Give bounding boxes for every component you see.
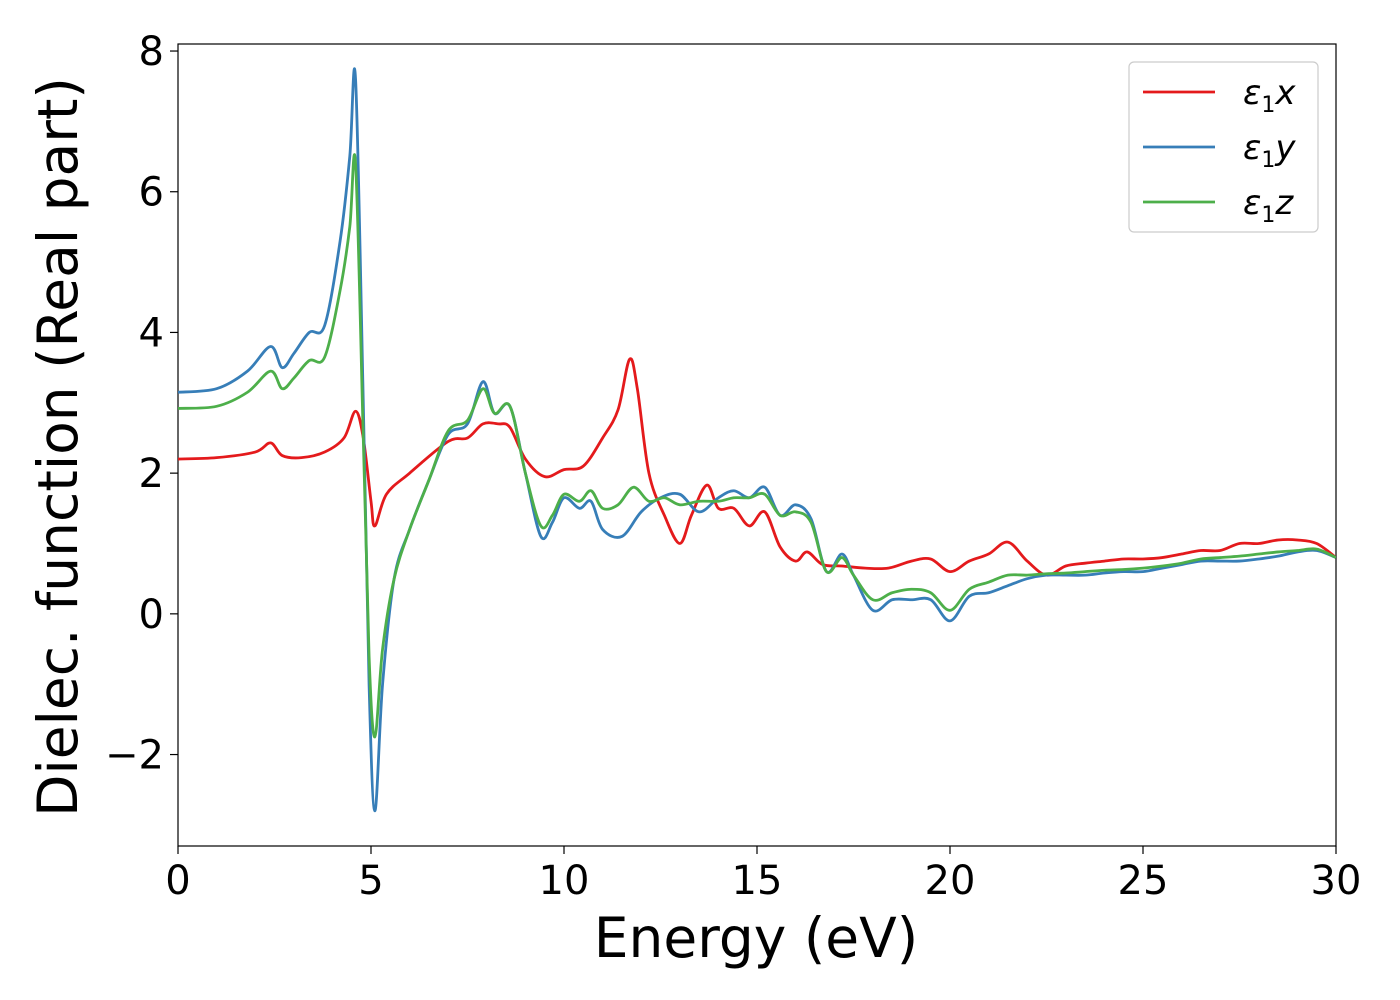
legend-label-y: ε1y — [1243, 128, 1296, 173]
y-tick-label: 0 — [139, 592, 164, 638]
series-layer — [178, 67, 1336, 813]
x-tick-label: 25 — [1118, 858, 1169, 904]
series-line-y — [178, 67, 1336, 813]
x-tick-label: 20 — [925, 858, 976, 904]
y-tick-label: 2 — [139, 451, 164, 497]
series-line-x — [178, 357, 1336, 577]
y-tick-label: 6 — [139, 170, 164, 216]
y-tick-label: −2 — [105, 733, 164, 779]
x-tick-label: 10 — [539, 858, 590, 904]
legend-label-z: ε1z — [1243, 183, 1294, 228]
x-tick-label: 15 — [732, 858, 783, 904]
legend-label-x: ε1x — [1243, 73, 1296, 118]
x-tick-label: 0 — [165, 858, 190, 904]
x-tick-label: 5 — [358, 858, 383, 904]
x-tick-label: 30 — [1311, 858, 1362, 904]
x-axis-title: Energy (eV) — [594, 906, 918, 970]
y-axis-title: Dielec. function (Real part) — [26, 77, 90, 817]
y-axis-ticks: −2 0 2 4 6 8 — [105, 29, 178, 779]
y-tick-label: 8 — [139, 29, 164, 75]
x-axis-ticks: 0 5 10 15 20 25 30 — [165, 846, 1361, 904]
legend-box — [1128, 61, 1319, 233]
legend: ε1x ε1y ε1z — [1128, 61, 1319, 233]
y-tick-label: 4 — [139, 310, 164, 356]
series-line-z — [178, 153, 1336, 739]
